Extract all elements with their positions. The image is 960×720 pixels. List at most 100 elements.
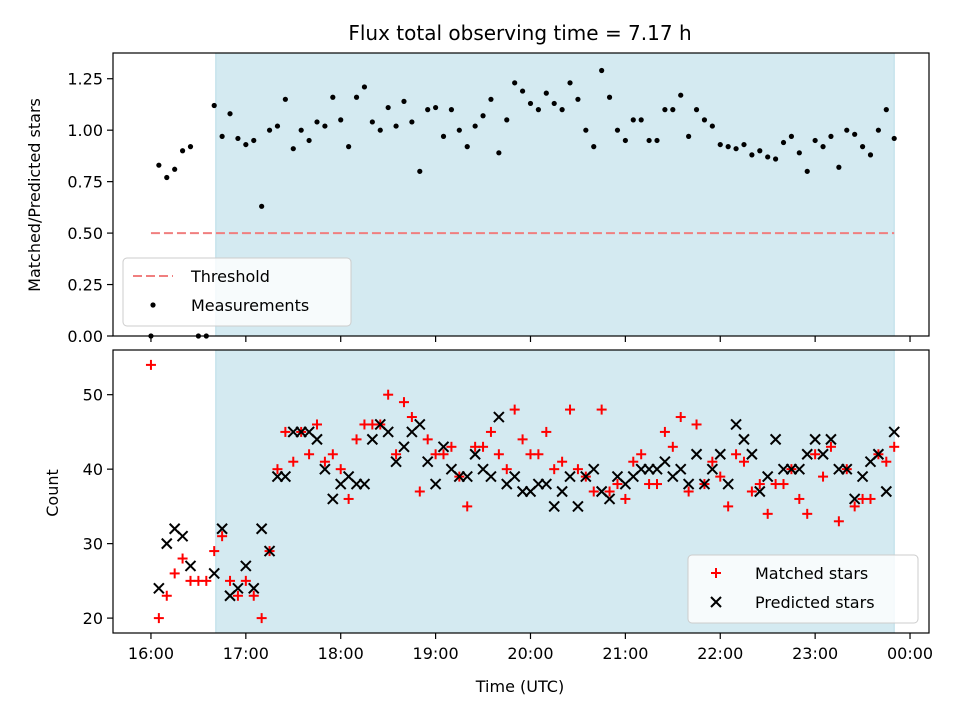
measurement-point [749,152,755,158]
predicted-star-point [817,448,829,460]
x-stroke-b [240,560,252,572]
predicted-star-point [414,418,426,431]
predicted-star-point [327,493,339,505]
matched-star-point [240,575,251,586]
measurement-point [622,137,628,144]
matched-star-point [833,516,844,527]
matched-star-point [217,531,228,542]
y-tick-label: 1.25 [67,70,103,89]
predicted-star-point [572,500,584,513]
bottom-y-axis-label: Count [43,469,62,517]
predicted-star-point [706,463,719,475]
predicted-star-point [508,470,521,483]
matched-star-point [825,441,836,452]
x-stroke-b [477,463,489,475]
predicted-star-point [848,493,861,505]
matched-star-point [422,434,433,445]
x-stroke-b [168,523,181,535]
x-stroke-b [445,463,458,475]
matched-star-point [746,486,757,497]
measurement-point [741,141,747,148]
measurement-point [780,139,787,146]
predicted-star-point [880,485,893,498]
matched-star-point [659,426,670,437]
x-stroke-b [888,426,900,438]
matched-star-point [478,441,489,452]
measurement-point [591,144,597,150]
measurement-point [401,98,407,104]
matched-star-point [343,493,354,504]
measurement-point [361,84,368,90]
predicted-star-point [682,478,695,490]
predicted-star-point [603,493,616,505]
measurement-point [678,92,684,98]
matched-star-point [398,397,409,408]
x-stroke-b [714,448,726,460]
matched-star-point [565,404,576,415]
matched-star-point [153,613,164,624]
x-stroke-b [358,478,371,490]
x-stroke-b [690,448,703,460]
predicted-star-point [240,560,252,572]
measurement-point [448,107,455,113]
measurement-point [393,123,399,129]
x-stroke-b [184,560,197,572]
x-stroke-b [414,418,426,431]
x-stroke-b [801,448,813,460]
matched-star-point [533,449,544,460]
measurement-point [543,90,549,96]
x-axis-label: Time (UTC) [475,677,564,696]
predicted-star-point [675,463,687,475]
measurement-point [306,137,312,144]
x-stroke-b [493,411,505,423]
x-stroke-b [279,470,292,483]
x-stroke-b [161,537,173,550]
x-stroke-b [659,456,671,468]
measurement-point [630,117,636,123]
measurement-point [606,94,613,100]
x-tick-label: 00:00 [887,644,933,663]
measurement-point [480,113,486,119]
measurement-point [599,67,605,74]
predicted-star-point [319,463,331,475]
predicted-star-point [801,448,813,460]
x-tick-label: 18:00 [318,644,364,663]
predicted-star-point [184,560,197,572]
x-stroke-b [698,478,711,490]
matched-star-point [818,471,829,482]
y-tick-label: 30 [83,535,103,554]
x-stroke-b [880,485,893,498]
x-stroke-b [722,478,734,490]
x-tick-label: 20:00 [507,644,553,663]
measurement-point [535,107,541,113]
x-stroke-b [730,418,742,431]
x-stroke-b [176,530,189,542]
matched-star-point [304,449,315,460]
matched-star-point [762,508,773,519]
predicted-star-point [429,478,442,490]
matched-star-point [312,419,322,430]
x-tick-label: 21:00 [602,644,648,663]
matched-star-point [596,404,607,415]
predicted-star-point [809,433,821,446]
measurement-point [346,144,352,150]
y-tick-label: 0.75 [67,173,103,192]
y-tick-label: 50 [83,386,103,405]
legend-measurement-label: Measurements [191,296,309,315]
measurement-point [709,123,715,129]
measurement-point [377,127,383,133]
measurement-point [796,150,802,156]
x-stroke-b [469,448,481,460]
predicted-star-point [698,478,711,490]
measurement-point [670,107,676,113]
predicted-star-point [437,441,450,453]
matched-star-point [288,456,299,467]
x-tick-label: 23:00 [792,644,838,663]
x-stroke-b [366,433,379,446]
y-tick-label: 20 [83,609,103,628]
matched-star-point [225,575,236,586]
matched-star-point [738,456,749,467]
measurement-point [417,168,423,174]
matched-star-point [541,426,552,437]
x-stroke-b [248,582,260,595]
